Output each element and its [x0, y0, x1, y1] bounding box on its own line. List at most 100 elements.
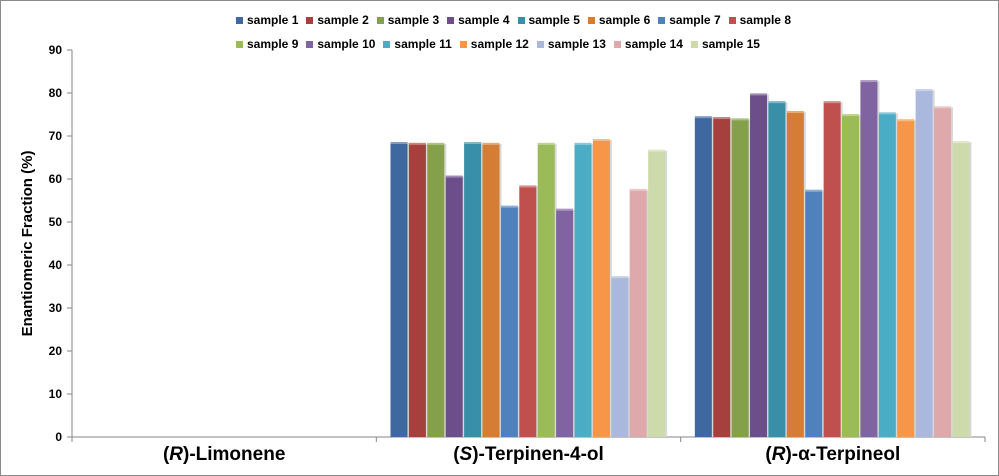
bar: sample 5: 68.6: [464, 142, 482, 437]
y-tick-label: 30: [49, 301, 63, 315]
legend-label: sample 4: [458, 13, 510, 27]
y-tick-label: 0: [55, 430, 62, 444]
y-tick-label: 20: [49, 344, 63, 358]
legend-item: sample 15: [690, 37, 760, 51]
bar: sample 13: 37.4: [611, 276, 629, 437]
legend-label: sample 10: [317, 37, 376, 51]
legend-label: sample 1: [247, 13, 299, 27]
legend-swatch: [376, 16, 384, 24]
bar-highlight: [750, 93, 768, 96]
legend-swatch: [587, 16, 595, 24]
legend-swatch: [306, 16, 314, 24]
legend-row: sample 1 sample 2 sample 3 sample 4 sample 5…: [236, 8, 936, 32]
legend-label: sample 3: [387, 13, 440, 27]
legend-label: sample 8: [739, 13, 791, 27]
bar-highlight: [694, 116, 712, 119]
legend-swatch: [236, 16, 243, 24]
bar: sample 4: 79.9: [750, 93, 768, 438]
legend-label: sample 15: [701, 37, 760, 51]
bar-highlight: [842, 114, 860, 117]
legend-swatch: [459, 40, 467, 48]
bar-highlight: [574, 142, 592, 145]
bar-highlight: [713, 117, 731, 120]
legend-label: sample 14: [624, 37, 683, 51]
legend-label: sample 7: [669, 13, 721, 27]
bar-highlight: [390, 142, 408, 145]
bar-highlight: [592, 139, 610, 142]
bar-highlight: [952, 141, 970, 144]
y-axis-title: Enantiomeric Fraction (%): [19, 151, 36, 337]
legend-item: sample 2: [306, 13, 369, 27]
y-tick-label: 60: [49, 172, 63, 186]
bar: sample 10: 53.1: [556, 208, 574, 437]
bar: sample 6: 75.8: [786, 111, 804, 437]
y-tick-label: 10: [49, 387, 63, 401]
bar-highlight: [648, 149, 666, 152]
bar-highlight: [860, 80, 878, 83]
bar: sample 1: 74.6: [694, 116, 712, 437]
legend-label: sample 2: [317, 13, 369, 27]
legend-item: sample 14: [613, 37, 683, 51]
legend-item: sample 9: [236, 37, 298, 51]
y-tick-label: 90: [49, 43, 63, 57]
bar-highlight: [934, 106, 952, 109]
legend-item: sample 13: [536, 37, 606, 51]
bar: sample 7: 53.8: [500, 205, 518, 437]
bar-highlight: [482, 142, 500, 145]
bar-highlight: [537, 142, 555, 145]
legend-item: sample 7: [658, 13, 721, 27]
bar: sample 11: 75.5: [878, 112, 896, 437]
bar-highlight: [445, 175, 463, 178]
bar-highlight: [915, 89, 933, 92]
bar: sample 8: 78.1: [823, 101, 841, 438]
bar: sample 9: 68.4: [537, 142, 555, 437]
bar-highlight: [897, 119, 915, 122]
legend-swatch: [236, 40, 243, 48]
legend-item: sample 11: [383, 37, 452, 51]
bar-highlight: [519, 185, 537, 188]
bar: sample 11: 68.4: [574, 142, 592, 437]
bar: sample 3: 74.1: [731, 118, 749, 438]
bar-highlight: [427, 142, 445, 145]
legend-label: sample 13: [547, 37, 606, 51]
bar-highlight: [823, 101, 841, 104]
bar: sample 12: 69.3: [592, 139, 610, 437]
legend-row: sample 9 sample 10 sample 11 sample 12 sampl…: [236, 32, 936, 56]
bar: sample 2: 68.4: [408, 142, 426, 437]
legend-swatch: [690, 40, 698, 48]
legend-item: sample 1: [236, 13, 298, 27]
x-tick-label: (R)-Limonene: [163, 444, 285, 465]
legend-swatch: [536, 40, 544, 48]
bar: sample 2: 74.4: [713, 117, 731, 437]
legend-swatch: [306, 40, 314, 48]
bar: sample 6: 68.4: [482, 142, 500, 437]
y-tick-label: 40: [49, 258, 63, 272]
bar: sample 5: 78.1: [768, 101, 786, 438]
y-tick-label: 50: [49, 215, 63, 229]
bar-highlight: [786, 111, 804, 114]
bar: sample 15: 66.8: [648, 149, 666, 437]
y-tick-label: 70: [49, 129, 63, 143]
bar: sample 7: 57.5: [805, 189, 823, 437]
legend-item: sample 6: [587, 13, 650, 27]
bar-highlight: [805, 189, 823, 192]
bar: sample 14: 76.9: [934, 106, 952, 437]
legend-swatch: [728, 16, 736, 24]
legend-item: sample 4: [447, 13, 510, 27]
legend-swatch: [447, 16, 455, 24]
legend-item: sample 12: [459, 37, 529, 51]
bar-highlight: [731, 118, 749, 121]
legend-item: sample 8: [728, 13, 791, 27]
bar: sample 14: 57.7: [629, 188, 647, 437]
legend-label: sample 12: [470, 37, 529, 51]
bar-highlight: [556, 208, 574, 211]
legend: sample 1 sample 2 sample 3 sample 4 sample 5…: [236, 8, 936, 56]
legend-item: sample 10: [306, 37, 375, 51]
x-tick-label: (S)-Terpinen-4-ol: [453, 444, 604, 465]
bar-highlight: [500, 205, 518, 208]
legend-label: sample 9: [247, 37, 299, 51]
y-tick-label: 80: [49, 86, 63, 100]
bar: sample 10: 83: [860, 80, 878, 437]
bar-highlight: [878, 112, 896, 115]
